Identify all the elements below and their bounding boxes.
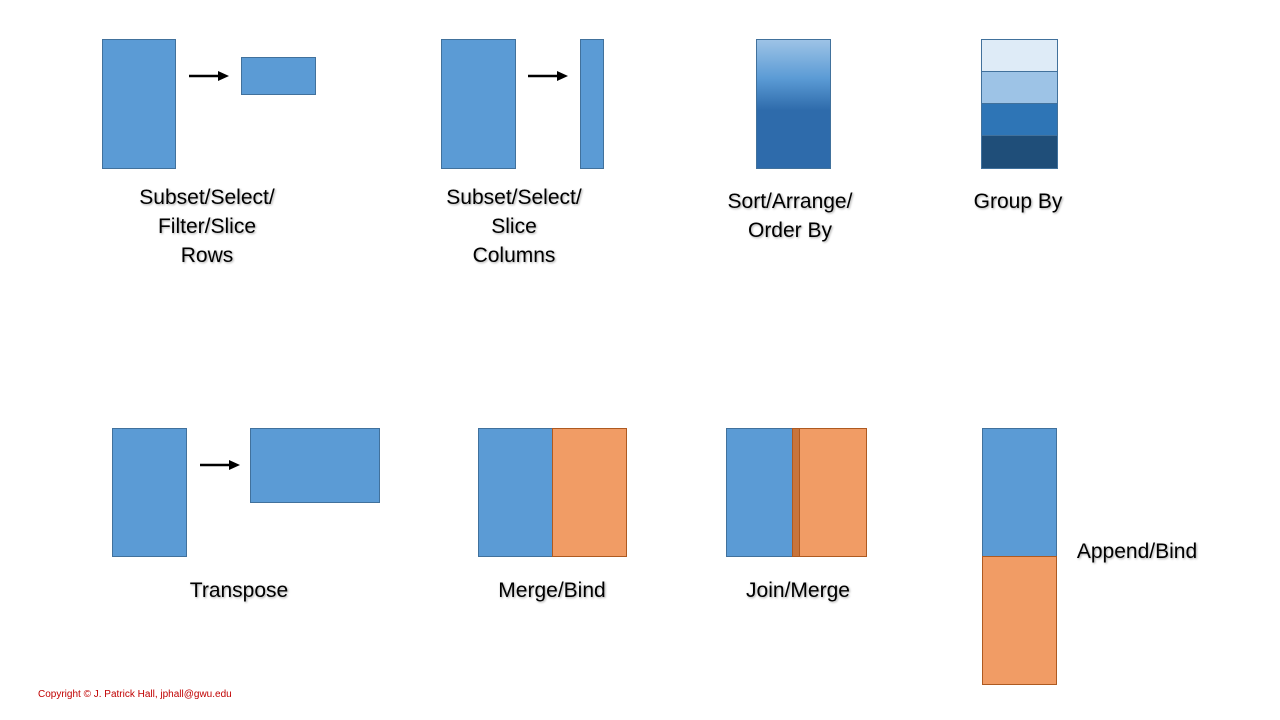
subset-rows-label-line-3: Rows [180, 244, 234, 267]
right-arrow-icon [528, 71, 568, 81]
source-table-transpose [112, 428, 187, 557]
append-bind-label-line-1: Append/Bind [1076, 540, 1198, 563]
merge-bind-label: Merge/Bind [452, 576, 652, 605]
subset-columns-label-line-3: Columns [472, 244, 556, 267]
source-table-columns [441, 39, 516, 169]
right-table-merge [552, 428, 627, 557]
source-table-rows [102, 39, 176, 169]
group-by-label: Group By [918, 187, 1118, 216]
merge-bind-label-line-1: Merge/Bind [498, 579, 606, 602]
result-table-columns [580, 39, 604, 169]
left-table-merge [478, 428, 553, 557]
right-table-join [792, 428, 867, 557]
transpose-label: Transpose [139, 576, 339, 605]
group-band-2 [982, 72, 1057, 104]
copyright-notice: Copyright © J. Patrick Hall, jphall@gwu.… [38, 689, 232, 700]
result-table-rows [241, 57, 316, 95]
join-merge-label: Join/Merge [698, 576, 898, 605]
left-table-join [726, 428, 801, 557]
append-bind-label: Append/Bind [1037, 537, 1237, 566]
right-arrow-icon [200, 460, 240, 470]
group-band-1 [982, 40, 1057, 72]
right-arrow-icon [189, 71, 229, 81]
bottom-table-append [982, 556, 1057, 685]
subset-columns-label-line-2: Slice [491, 215, 537, 238]
sort-label: Sort/Arrange/ Order By [690, 187, 890, 245]
group-by-label-line-1: Group By [973, 190, 1063, 213]
sort-label-line-1: Sort/Arrange/ [727, 190, 853, 213]
join-merge-label-line-1: Join/Merge [746, 579, 850, 602]
grouped-table [981, 39, 1058, 169]
subset-rows-label-line-2: Filter/Slice [157, 215, 257, 238]
subset-columns-label: Subset/Select/ Slice Columns [414, 183, 614, 270]
sorted-table [756, 39, 831, 169]
top-table-append [982, 428, 1057, 557]
subset-columns-label-line-1: Subset/Select/ [446, 186, 582, 209]
join-key-overlap [792, 429, 800, 556]
transposed-table [250, 428, 380, 503]
transpose-label-line-1: Transpose [189, 579, 289, 602]
group-band-4 [982, 136, 1057, 168]
group-band-3 [982, 104, 1057, 136]
subset-rows-label-line-1: Subset/Select/ [139, 186, 275, 209]
subset-rows-label: Subset/Select/ Filter/Slice Rows [107, 183, 307, 270]
sort-label-line-2: Order By [747, 219, 833, 242]
